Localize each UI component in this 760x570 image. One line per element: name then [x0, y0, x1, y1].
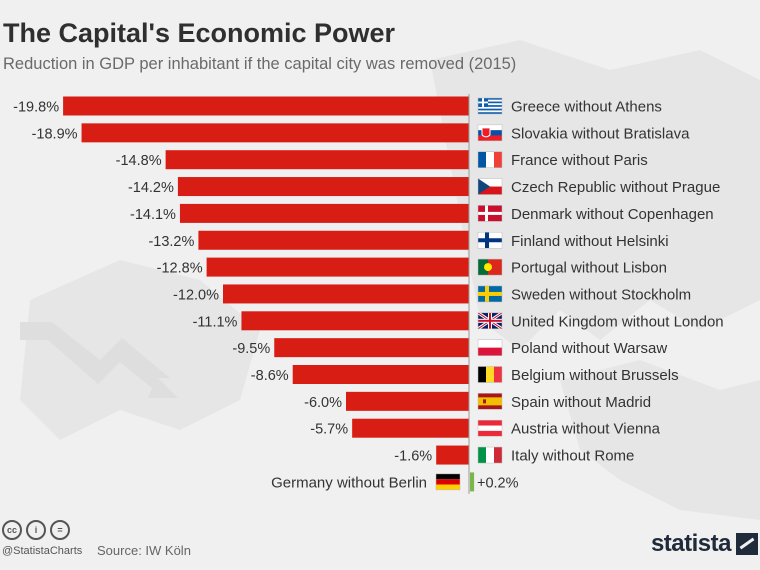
bar-1: [81, 123, 470, 143]
spain-flag-icon: [477, 393, 503, 410]
category-label-5: Finland without Helsinki: [511, 233, 669, 250]
bar-5: [198, 230, 469, 250]
bar-2: [165, 150, 469, 170]
bar-8: [241, 311, 469, 331]
no-derivatives-icon[interactable]: =: [50, 520, 70, 540]
value-label-8: -11.1%: [193, 314, 238, 330]
poland-flag-icon: [477, 339, 503, 356]
bar-4: [179, 203, 469, 223]
germany-flag-icon: [435, 473, 461, 491]
category-label-2: France without Paris: [511, 152, 648, 169]
category-label-7: Sweden without Stockholm: [511, 286, 691, 303]
bar-11: [346, 391, 469, 411]
chart-title: The Capital's Economic Power: [3, 18, 396, 48]
value-label-0: -19.8%: [13, 100, 59, 116]
bar-6: [206, 257, 469, 277]
category-label-4: Denmark without Copenhagen: [511, 206, 714, 223]
italy-flag-icon: [477, 446, 503, 464]
category-label-0: Greece without Athens: [511, 99, 662, 116]
portugal-flag-icon: [477, 258, 503, 276]
bar-3: [177, 177, 469, 197]
value-label-7: -12.0%: [173, 287, 219, 303]
down-trend-arrow: [20, 322, 178, 398]
category-label-10: Belgium without Brussels: [511, 367, 679, 384]
value-label-1: -18.9%: [32, 126, 78, 142]
category-label-1: Slovakia without Bratislava: [511, 125, 690, 142]
license-icons: cc i =: [2, 520, 70, 540]
value-label-10: -8.6%: [251, 368, 289, 384]
category-label-14: Germany without Berlin: [271, 474, 427, 491]
category-label-13: Italy without Rome: [511, 448, 634, 465]
bar-10: [292, 365, 469, 384]
denmark-flag-icon: [477, 205, 503, 222]
statista-logo[interactable]: statista: [651, 530, 758, 558]
france-flag-icon: [477, 151, 503, 168]
source-note: Source: IW Köln: [97, 543, 191, 558]
value-label-11: -6.0%: [304, 395, 342, 411]
value-label-5: -13.2%: [148, 234, 194, 250]
statista-mark-icon: [736, 533, 758, 555]
chart-subtitle: Reduction in GDP per inhabitant if the c…: [3, 55, 517, 73]
value-label-4: -14.1%: [130, 207, 176, 223]
belgium-flag-icon: [477, 366, 503, 383]
value-label-3: -14.2%: [128, 180, 174, 196]
value-label-9: -9.5%: [232, 341, 270, 357]
bar-9: [274, 338, 469, 358]
bar-14: [470, 472, 475, 492]
brand-name: statista: [650, 530, 732, 557]
bar-13: [436, 445, 469, 465]
twitter-handle[interactable]: @StatistaCharts: [2, 545, 83, 557]
czech-flag-icon: [477, 178, 503, 195]
greece-flag-icon: [477, 97, 503, 115]
bar-12: [352, 418, 469, 438]
value-label-14: +0.2%: [477, 475, 519, 491]
category-label-8: United Kingdom without London: [511, 313, 724, 330]
slovakia-flag-icon: [477, 124, 503, 142]
sweden-flag-icon: [477, 285, 503, 303]
category-label-9: Poland without Warsaw: [511, 340, 667, 357]
finland-flag-icon: [477, 232, 503, 249]
austria-flag-icon: [477, 419, 503, 437]
category-label-12: Austria without Vienna: [511, 421, 661, 438]
value-label-2: -14.8%: [116, 153, 162, 169]
category-label-3: Czech Republic without Prague: [511, 179, 720, 196]
value-label-13: -1.6%: [394, 449, 432, 465]
value-label-12: -5.7%: [310, 422, 348, 438]
bar-0: [63, 96, 469, 116]
value-label-6: -12.8%: [157, 261, 203, 277]
bar-chart: -19.8% Greece without Athens -18.9% Slovaki…: [13, 94, 724, 494]
uk-flag-icon: [477, 311, 503, 331]
attribution-icon[interactable]: i: [26, 520, 46, 540]
creative-commons-icon[interactable]: cc: [2, 520, 22, 540]
category-label-6: Portugal without Lisbon: [511, 260, 667, 277]
category-label-11: Spain without Madrid: [511, 394, 651, 411]
bar-7: [223, 284, 469, 304]
